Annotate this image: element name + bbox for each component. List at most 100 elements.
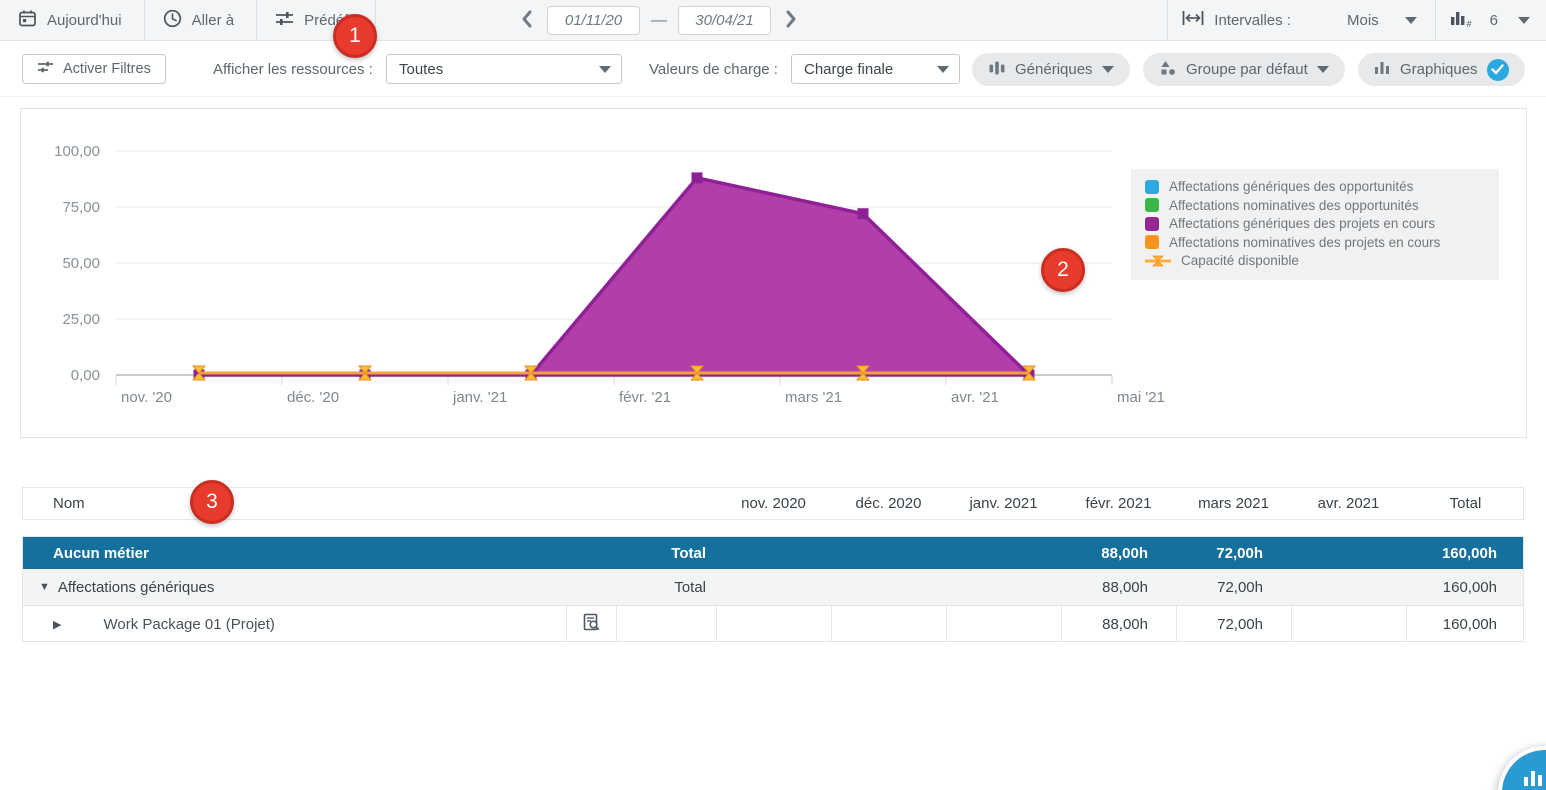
- total-value: 160,00h: [1442, 578, 1497, 596]
- month-cell: [831, 606, 946, 642]
- legend-item: Affectations nominatives des projets en …: [1145, 234, 1485, 252]
- bar-chart-icon: [1524, 771, 1542, 786]
- intervals-select[interactable]: Mois: [1346, 12, 1379, 29]
- svg-text:75,00: 75,00: [62, 199, 100, 216]
- legend-item: Affectations génériques des projets en c…: [1145, 215, 1485, 233]
- today-button[interactable]: Aujourd'hui: [0, 0, 145, 40]
- show-resources-value: Toutes: [399, 60, 444, 78]
- activate-filters-button[interactable]: Activer Filtres: [22, 54, 166, 84]
- load-values-select[interactable]: Charge finale: [791, 54, 960, 84]
- legend-item: Affectations nominatives des opportunité…: [1145, 197, 1485, 215]
- legend-label: Capacité disponible: [1181, 253, 1299, 269]
- chevron-down-icon: [599, 65, 611, 73]
- check-circle-icon: [1486, 58, 1509, 81]
- month-cell: 72,00h: [1176, 606, 1291, 642]
- annotation-badge-2: 2: [1041, 248, 1085, 292]
- chevron-right-icon: [784, 10, 798, 31]
- intervals-group: Intervalles : Mois # 6: [1167, 0, 1546, 41]
- document-search-icon: [582, 613, 601, 636]
- total-value: 160,00h: [1441, 544, 1497, 562]
- chevron-down-icon: [1316, 66, 1329, 73]
- svg-text:déc. '20: déc. '20: [287, 389, 339, 406]
- today-label: Aujourd'hui: [47, 11, 122, 29]
- filter-icon: [37, 59, 54, 79]
- svg-text:50,00: 50,00: [62, 255, 100, 272]
- calendar-icon: [18, 9, 37, 32]
- activate-filters-label: Activer Filtres: [63, 61, 151, 77]
- generic-resources-icon: [988, 59, 1006, 81]
- svg-text:#: #: [1466, 19, 1471, 28]
- chart-legend: Affectations génériques des opportunités…: [1131, 169, 1499, 280]
- legend-swatch: [1145, 179, 1159, 194]
- table-row-subgroup[interactable]: ▼ Affectations génériques Total 88,00h 7…: [23, 569, 1523, 605]
- show-resources-label: Afficher les ressources :: [213, 61, 373, 78]
- group-by-button[interactable]: Groupe par défaut: [1143, 53, 1345, 86]
- svg-text:avr. '21: avr. '21: [951, 389, 999, 406]
- legend-swatch: [1145, 216, 1159, 231]
- annotation-badge-1: 1: [333, 14, 377, 58]
- subgroup-name: Affectations génériques: [57, 578, 215, 596]
- intervals-label: Intervalles :: [1214, 12, 1291, 29]
- group-name: Aucun métier: [53, 544, 149, 562]
- expand-triangle-icon[interactable]: ▶: [53, 618, 62, 631]
- legend-swatch: [1145, 198, 1159, 213]
- generics-menu-button[interactable]: Génériques: [972, 53, 1130, 86]
- chart-fab-button[interactable]: [1498, 746, 1546, 790]
- row-total-label: Total: [674, 578, 706, 596]
- svg-text:mai '21: mai '21: [1117, 389, 1165, 406]
- filter-bar: Activer Filtres Afficher les ressources …: [0, 41, 1546, 97]
- month-cell: [946, 606, 1061, 642]
- svg-text:100,00: 100,00: [54, 143, 100, 160]
- load-values-value: Charge finale: [804, 60, 894, 78]
- total-cell: 160,00h: [1406, 606, 1525, 642]
- month-cell: [1291, 606, 1406, 642]
- charts-label: Graphiques: [1400, 61, 1478, 78]
- column-header-name: Nom: [53, 495, 85, 512]
- svg-text:nov. '20: nov. '20: [121, 389, 172, 406]
- column-header-month: nov. 2020: [741, 495, 806, 512]
- load-area-chart: 100,00 75,00 50,00 25,00 0,00 nov. '20 déc. '2…: [54, 143, 1165, 406]
- chevron-down-icon: [937, 65, 949, 73]
- collapse-triangle-icon[interactable]: ▼: [39, 581, 50, 593]
- svg-text:0,00: 0,00: [71, 367, 100, 384]
- date-to-input[interactable]: [678, 6, 771, 35]
- table-row-group[interactable]: Aucun métier Total 88,00h 72,00h 160,00h: [23, 537, 1523, 569]
- month-cell: [616, 606, 716, 642]
- column-header-month: févr. 2021: [1085, 495, 1152, 512]
- next-period-button[interactable]: [782, 10, 800, 31]
- load-values-label: Valeurs de charge :: [649, 61, 778, 78]
- bar-chart-icon: [1374, 59, 1391, 80]
- month-cell: 88,00h: [1061, 606, 1176, 642]
- columns-count-select[interactable]: 6: [1489, 12, 1498, 29]
- chevron-down-icon[interactable]: [1404, 17, 1417, 24]
- generics-label: Génériques: [1015, 61, 1093, 78]
- column-header-month: avr. 2021: [1317, 495, 1380, 512]
- column-header-month: janv. 2021: [969, 495, 1038, 512]
- legend-label: Affectations génériques des projets en c…: [1169, 216, 1436, 232]
- legend-swatch: [1145, 235, 1159, 250]
- goto-button[interactable]: Aller à: [145, 0, 258, 40]
- date-from-input[interactable]: [547, 6, 640, 35]
- legend-label: Affectations nominatives des opportunité…: [1169, 197, 1419, 213]
- charts-toggle-button[interactable]: Graphiques: [1358, 53, 1525, 86]
- previous-period-button[interactable]: [518, 10, 536, 31]
- annotation-badge-3: 3: [190, 480, 234, 524]
- group-by-label: Groupe par défaut: [1186, 61, 1308, 78]
- load-table: Nom nov. 2020 déc. 2020 janv. 2021 févr.…: [22, 487, 1524, 642]
- date-range-navigator: —: [518, 0, 800, 41]
- assignment-name: Work Package 01 (Projet): [103, 615, 275, 633]
- load-chart-panel: 100,00 75,00 50,00 25,00 0,00 nov. '20 déc. '2…: [20, 108, 1527, 438]
- legend-line-swatch: [1145, 255, 1171, 267]
- month-value: 72,00h: [1216, 544, 1263, 562]
- chevron-down-icon[interactable]: [1518, 17, 1530, 24]
- clock-icon: [163, 9, 182, 32]
- chevron-left-icon: [520, 10, 534, 31]
- detail-view-button[interactable]: [566, 606, 616, 642]
- column-header-total: Total: [1449, 495, 1482, 512]
- chevron-down-icon: [1101, 66, 1114, 73]
- show-resources-select[interactable]: Toutes: [386, 54, 622, 84]
- sliders-icon: [275, 9, 294, 32]
- legend-label: Affectations génériques des opportunités: [1169, 179, 1414, 195]
- table-row-assignment[interactable]: ▶ Work Package 01 (Projet) 88,00h 72,00h…: [23, 605, 1525, 642]
